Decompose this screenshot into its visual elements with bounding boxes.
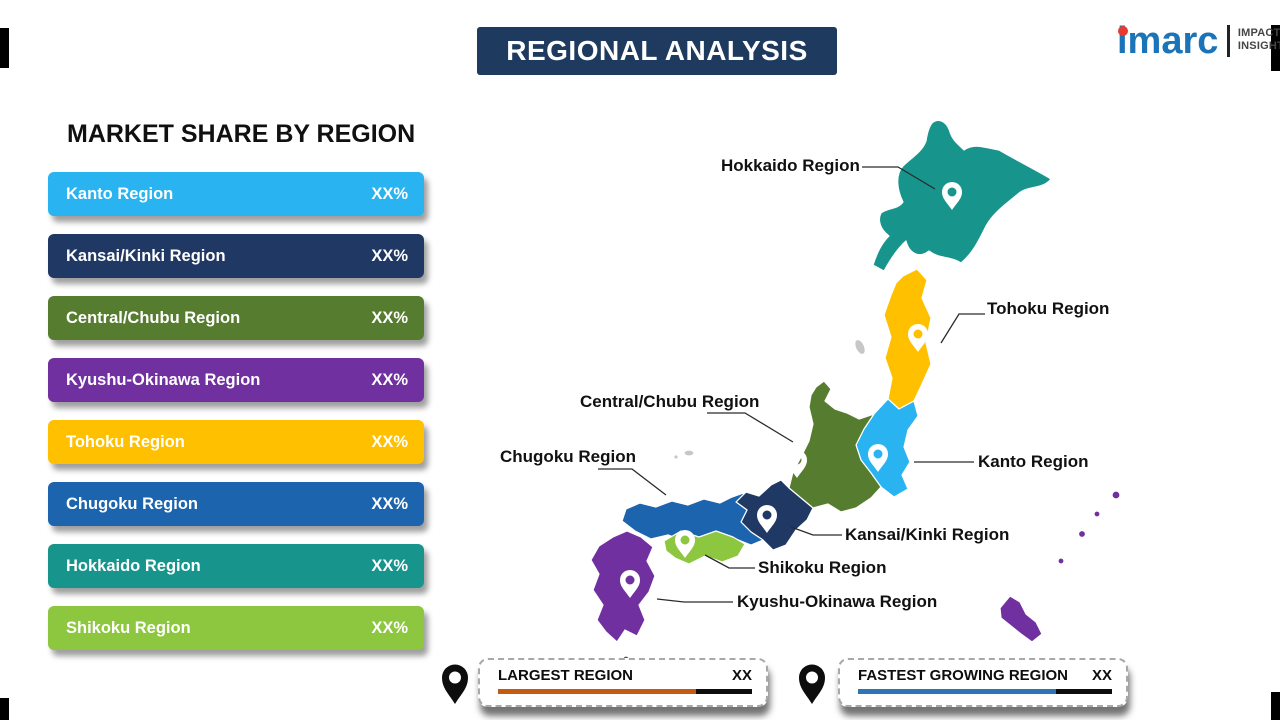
leader-line-chubu <box>707 412 794 443</box>
page-title: REGIONAL ANALYSIS <box>477 27 837 75</box>
leader-line-chugoku <box>598 468 667 496</box>
fastest-region-pin-icon <box>799 664 825 704</box>
legend-fastest-bar <box>858 689 1112 694</box>
share-bar-label: Kanto Region <box>66 184 174 203</box>
share-bar-label: Tohoku Region <box>66 432 185 451</box>
share-bar-kyushu-okinawa: Kyushu-Okinawa Region XX% <box>48 358 424 402</box>
share-bar-chubu: Central/Chubu Region XX% <box>48 296 424 340</box>
map-label-kanto: Kanto Region <box>978 452 1089 471</box>
legend-largest-value: XX <box>731 667 752 684</box>
legend-largest-region: LARGEST REGION XX <box>478 658 768 707</box>
legend-largest-label: LARGEST REGION <box>498 667 634 684</box>
map-label-chubu: Central/Chubu Region <box>580 392 760 411</box>
legend-largest-bar-color <box>498 689 696 694</box>
legend-fastest-label: FASTEST GROWING REGION <box>858 667 1069 684</box>
imarc-logo: imarc IMPACTFUL INSIGHTS <box>1117 22 1280 60</box>
map-island-okinawa-minor <box>1057 557 1065 565</box>
brand-dot-icon <box>1118 26 1128 36</box>
share-bar-label: Shikoku Region <box>66 618 191 637</box>
legend-largest-bar-end <box>696 689 752 694</box>
market-share-list: Kanto Region XX% Kansai/Kinki Region XX%… <box>48 172 424 650</box>
map-island-okinawa-minor <box>1093 510 1101 518</box>
share-bar-value: XX% <box>371 494 408 513</box>
legend-fastest-bar-end <box>1056 689 1112 694</box>
share-bar-tohoku: Tohoku Region XX% <box>48 420 424 464</box>
leader-line-kansai <box>790 526 842 536</box>
share-bar-hokkaido: Hokkaido Region XX% <box>48 544 424 588</box>
map-label-tohoku: Tohoku Region <box>987 299 1110 318</box>
map-island-okinawa-minor <box>1077 529 1087 539</box>
share-bar-chugoku: Chugoku Region XX% <box>48 482 424 526</box>
edge-accent-bottom-right <box>1271 692 1280 720</box>
share-bar-label: Hokkaido Region <box>66 556 201 575</box>
map-regions <box>590 119 1121 660</box>
map-island-oki <box>683 449 695 457</box>
leader-line-shikoku <box>704 554 755 569</box>
map-label-shikoku: Shikoku Region <box>758 558 887 577</box>
brand-name-text: imarc <box>1117 20 1219 62</box>
edge-accent-bottom-left <box>0 698 9 720</box>
share-bar-value: XX% <box>371 308 408 327</box>
leader-line-kyushu <box>656 598 733 603</box>
map-label-hokkaido: Hokkaido Region <box>721 156 860 175</box>
share-bar-value: XX% <box>371 432 408 451</box>
share-bar-label: Kyushu-Okinawa Region <box>66 370 261 389</box>
share-bar-label: Central/Chubu Region <box>66 308 241 327</box>
legend-fastest-value: XX <box>1091 667 1112 684</box>
map-label-kyushu: Kyushu-Okinawa Region <box>737 592 938 611</box>
legend-fastest-bar-color <box>858 689 1056 694</box>
share-bar-label: Chugoku Region <box>66 494 198 513</box>
leader-lines <box>598 166 985 603</box>
map-region-hokkaido <box>872 119 1052 272</box>
map-island-okinawa-minor <box>1111 490 1121 500</box>
leader-line-tohoku <box>940 313 985 344</box>
share-bar-value: XX% <box>371 246 408 265</box>
map-region-chubu <box>788 380 882 513</box>
map-island-sado <box>854 338 866 356</box>
pin-okinawa-icon <box>1005 557 1025 585</box>
legend-fastest-region: FASTEST GROWING REGION XX <box>838 658 1128 707</box>
map-island-oki-minor <box>673 454 679 460</box>
share-bar-value: XX% <box>371 184 408 203</box>
share-bar-value: XX% <box>371 370 408 389</box>
share-bar-shikoku: Shikoku Region XX% <box>48 606 424 650</box>
share-bar-kanto: Kanto Region XX% <box>48 172 424 216</box>
share-bar-label: Kansai/Kinki Region <box>66 246 226 265</box>
map-label-kansai: Kansai/Kinki Region <box>845 525 1010 544</box>
leader-line-hokkaido <box>862 166 936 190</box>
legend-largest-bar <box>498 689 752 694</box>
edge-accent-top-left <box>0 28 9 68</box>
market-share-heading: MARKET SHARE BY REGION <box>67 120 416 148</box>
map-region-okinawa <box>999 595 1043 643</box>
share-bar-value: XX% <box>371 618 408 637</box>
edge-accent-top-right <box>1271 25 1280 71</box>
brand-tagline-line2: INSIGHTS <box>1237 40 1280 52</box>
largest-region-pin-icon <box>442 664 468 704</box>
japan-map <box>590 119 1121 660</box>
brand-divider <box>1227 25 1230 57</box>
brand-wordmark: imarc <box>1117 22 1218 60</box>
map-label-chugoku: Chugoku Region <box>500 447 636 466</box>
brand-tagline: IMPACTFUL INSIGHTS <box>1238 27 1280 53</box>
share-bar-value: XX% <box>371 556 408 575</box>
brand-tagline-line1: IMPACTFUL <box>1237 27 1280 39</box>
share-bar-kansai: Kansai/Kinki Region XX% <box>48 234 424 278</box>
